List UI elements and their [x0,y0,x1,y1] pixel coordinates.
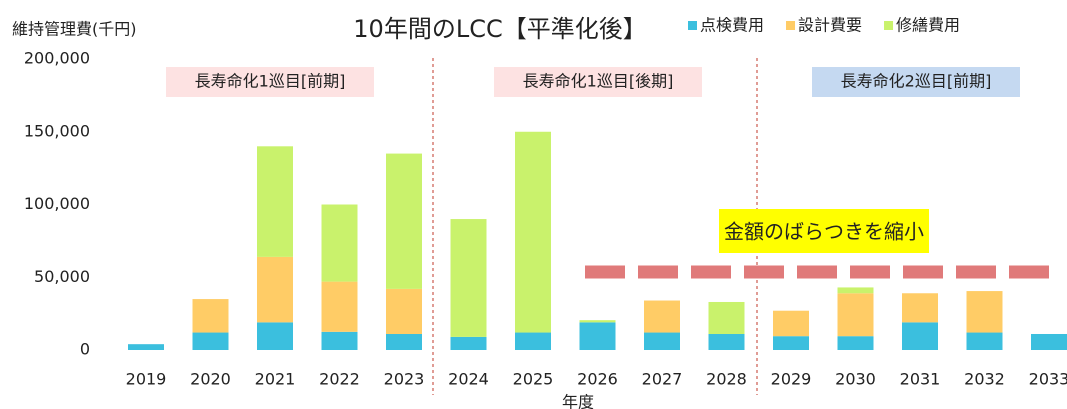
legend-swatch [786,21,796,30]
section-bg [166,67,374,97]
section-bg [494,67,702,97]
legend-swatch [688,21,697,30]
bar-segment [386,288,422,334]
bar-segment [708,333,745,350]
legend-swatch [884,21,894,30]
bar-segment [257,322,293,350]
bar-segment [579,320,616,323]
x-tick-label: 2024 [448,370,489,389]
bar-segment [966,291,1003,333]
x-tick-label: 2023 [384,370,425,389]
bar-segment [902,322,938,350]
x-tick-label: 2027 [642,370,683,389]
legend-label: 点検費用 [700,16,764,35]
bar-segment [321,331,358,350]
legend-label: 設計費要 [798,16,862,35]
bar-segment [515,131,551,333]
bar-segment [192,332,229,350]
bar-segment [321,204,358,282]
x-tick-label: 2019 [126,370,167,389]
bar-segment [1031,333,1067,350]
bar-segment [386,153,422,289]
bar-segment [837,336,874,350]
x-tick-label: 2021 [255,370,296,389]
y-tick-label: 100,000 [24,194,90,213]
x-tick-label: 2026 [577,370,618,389]
bar-segment [837,293,874,337]
section-label: 長寿命化1巡目[後期] [523,72,674,91]
x-tick-label: 2025 [513,370,554,389]
bar-segment [902,293,938,323]
legend-label: 修繕費用 [896,16,960,35]
x-tick-label: 2033 [1029,370,1067,389]
x-tick-label: 2022 [319,370,360,389]
y-tick-label: 150,000 [24,121,90,140]
y-axis-title: 維持管理費(千円) [12,20,137,39]
y-tick-label: 50,000 [34,267,90,286]
bar-segment [837,287,874,294]
bar-segment [386,333,422,350]
bar-segment [128,344,164,350]
bar-segment [644,332,680,350]
y-tick-label: 0 [80,340,90,359]
section-label: 長寿命化2巡目[前期] [841,72,992,91]
x-tick-label: 2032 [964,370,1005,389]
bar-segment [515,332,551,350]
bar-segment [773,310,809,337]
bar-segment [773,336,809,350]
section-label: 長寿命化1巡目[前期] [195,72,346,91]
bar-segment [708,301,745,334]
section-bg [812,67,1020,97]
x-axis-title: 年度 [562,393,594,409]
x-tick-label: 2031 [900,370,941,389]
bar-segment [644,300,680,333]
x-tick-label: 2029 [771,370,812,389]
callout-bg [719,209,929,253]
x-tick-label: 2028 [706,370,747,389]
bar-segment [966,332,1003,350]
y-tick-label: 200,000 [24,49,90,68]
bar-segment [257,256,293,323]
x-tick-label: 2030 [835,370,876,389]
bar-segment [321,281,358,332]
bar-segment [450,336,487,350]
bar-segment [257,146,293,257]
bar-segment [579,322,616,350]
bar-segment [192,299,229,333]
chart-title: 10年間のLCC【平準化後】 [353,15,646,43]
bar-segment [450,219,487,337]
x-tick-label: 2020 [190,370,231,389]
callout: 金額のばらつきを縮小 [724,220,924,244]
